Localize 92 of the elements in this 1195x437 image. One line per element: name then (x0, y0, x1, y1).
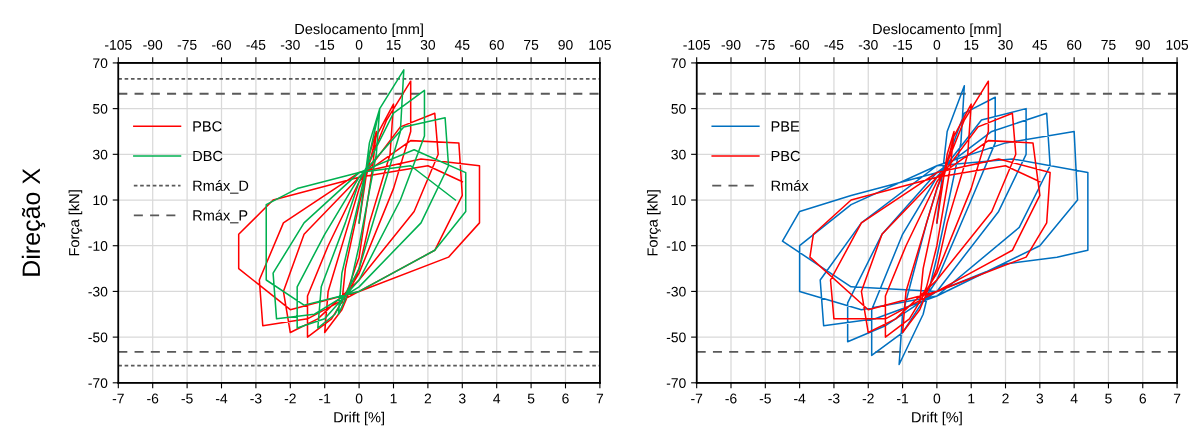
x-tick-label: -6 (725, 393, 737, 404)
legend-label: Rmáx_P (193, 209, 248, 224)
x-tick-label: -1 (319, 393, 331, 404)
x-tick-label: 7 (1173, 393, 1181, 404)
x2-tick-label: 90 (1135, 39, 1150, 50)
x-tick-label: -7 (112, 393, 124, 404)
text: Direção X (21, 168, 46, 276)
y-tick-label: 30 (671, 149, 686, 160)
y-tick-label: -70 (666, 378, 686, 388)
x2-tick-label: -75 (177, 40, 197, 50)
x-tick-label: 2 (424, 393, 432, 404)
x2-tick-label: -90 (143, 39, 163, 50)
x2-tick-label: 60 (489, 39, 504, 50)
y-tick-label: 70 (93, 58, 108, 69)
x2-tick-label: 105 (589, 39, 611, 50)
x2-tick-label: -45 (824, 40, 844, 50)
x2-tick-label: 30 (420, 39, 436, 50)
x2-tick-label: 15 (386, 40, 401, 50)
x2-tick-label: 75 (524, 40, 539, 50)
x-tick-label: 7 (596, 393, 604, 404)
y-tick-label: 10 (93, 195, 108, 206)
y-tick-label: -30 (666, 286, 686, 297)
x2-tick-label: 105 (1166, 39, 1189, 50)
y-tick-label: 10 (671, 195, 686, 206)
x-tick-label: -1 (897, 393, 909, 404)
x2-tick-label: -75 (755, 40, 775, 50)
x-tick-label: -4 (215, 393, 228, 404)
x2-tick-label: -60 (212, 39, 231, 50)
x2-tick-label: 15 (964, 40, 979, 50)
y-tick-label: 30 (92, 149, 108, 160)
y-tick-label: -50 (666, 332, 686, 343)
x2-tick-label: -45 (246, 40, 266, 50)
y-tick-label: -10 (88, 241, 108, 251)
x2-axis-title: Deslocamento [mm] (295, 23, 423, 38)
x2-tick-label: -30 (858, 39, 878, 50)
x-tick-label: -4 (794, 393, 806, 404)
x2-tick-label: 0 (355, 39, 363, 50)
x2-tick-label: -15 (315, 40, 335, 50)
x2-tick-label: -105 (683, 39, 710, 50)
x-tick-label: 1 (968, 393, 975, 404)
x-tick-label: -5 (181, 393, 193, 404)
x-tick-label: 1 (390, 393, 397, 404)
legend-label: PBC (193, 121, 222, 132)
x-tick-label: 0 (355, 393, 363, 404)
x-axis-title: Drift [%] (912, 411, 962, 426)
y-axis-title: Força [kN] (646, 190, 661, 256)
x2-tick-label: -30 (280, 39, 300, 50)
x-tick-label: 6 (562, 393, 569, 404)
x-tick-label: -2 (862, 393, 874, 404)
x2-tick-label: 75 (1101, 40, 1116, 50)
x2-tick-label: 60 (1067, 39, 1082, 50)
legend-label: Rmáx (771, 179, 809, 191)
legend-label: PBE (771, 121, 800, 132)
x-tick-label: 0 (933, 393, 941, 404)
line-series (809, 80, 1051, 338)
y-tick-label: -30 (88, 286, 108, 297)
x2-axis-title: Deslocamento [mm] (873, 23, 1001, 38)
x2-tick-label: 90 (558, 39, 573, 50)
x2-tick-label: -60 (790, 39, 810, 50)
legend-label: Rmáx_D (193, 179, 249, 194)
x-tick-label: -3 (250, 393, 262, 404)
x-tick-label: 4 (493, 393, 501, 404)
y-axis-title: Força [kN] (68, 190, 83, 256)
line-series (265, 69, 467, 329)
legend-label: PBC (771, 150, 800, 162)
y-tick-label: 70 (671, 58, 686, 69)
y-tick-label: 50 (93, 103, 108, 114)
x2-tick-label: 30 (998, 39, 1013, 50)
y-tick-label: 50 (671, 103, 686, 114)
x-tick-label: -3 (828, 393, 840, 404)
x-tick-label: 6 (1139, 393, 1147, 404)
x2-tick-label: -105 (105, 39, 132, 50)
x2-tick-label: 0 (933, 39, 941, 50)
x-tick-label: 4 (1070, 393, 1078, 404)
y-tick-label: -50 (88, 332, 108, 343)
x-tick-label: -7 (691, 393, 703, 404)
x2-tick-label: 45 (1032, 40, 1047, 50)
x-axis-title: Drift [%] (334, 411, 384, 426)
x-tick-label: 3 (1036, 393, 1044, 404)
x-tick-label: -5 (759, 393, 771, 404)
x2-tick-label: -15 (893, 40, 913, 50)
x-tick-label: 2 (1002, 393, 1009, 404)
x-tick-label: 5 (527, 393, 535, 404)
x-tick-label: 5 (1105, 393, 1112, 404)
x2-tick-label: -90 (721, 39, 741, 50)
legend-label: DBC (193, 150, 223, 162)
y-tick-label: -10 (666, 241, 686, 251)
x2-tick-label: 45 (454, 40, 470, 50)
y-tick-label: -70 (88, 378, 108, 388)
x-tick-label: 3 (458, 393, 466, 404)
x-tick-label: -2 (284, 393, 296, 404)
x-tick-label: -6 (147, 393, 159, 404)
